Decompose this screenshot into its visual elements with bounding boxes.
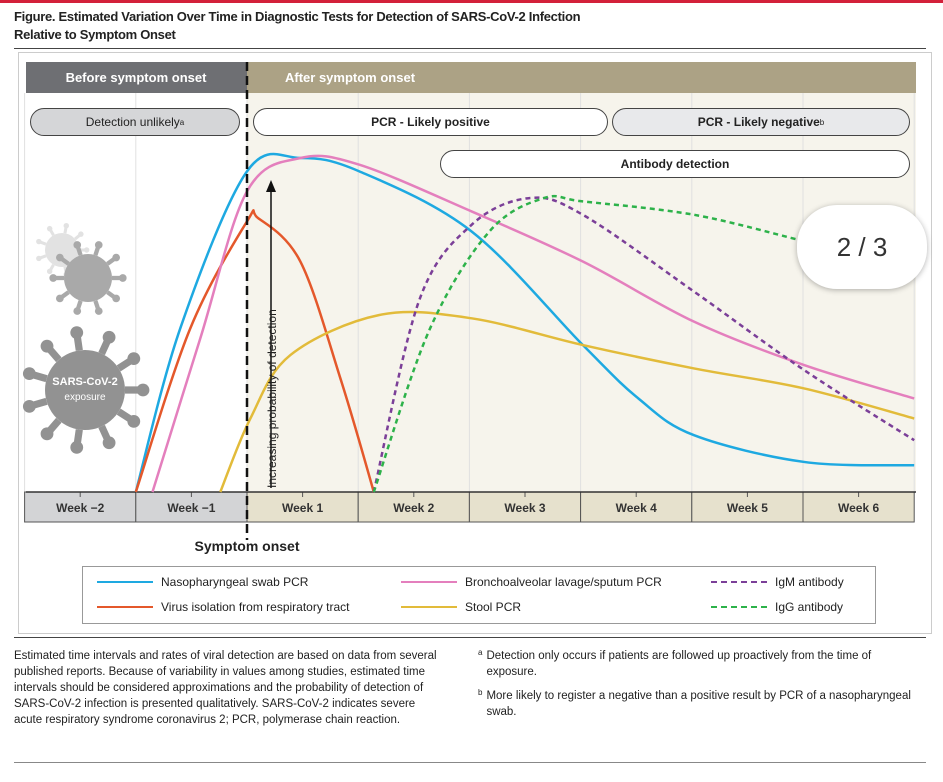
x-tick-label: Week −2	[56, 501, 104, 515]
legend-swatch	[711, 581, 767, 583]
legend-label: Nasopharyngeal swab PCR	[161, 575, 309, 589]
legend-swatch	[97, 581, 153, 583]
page-indicator[interactable]: 2 / 3	[797, 205, 927, 289]
legend-label: IgG antibody	[775, 600, 844, 614]
footnote-mark: a	[478, 648, 483, 657]
pill-label: Antibody detection	[620, 157, 730, 171]
x-tick-label: Week 6	[838, 501, 879, 515]
legend-swatch	[401, 581, 457, 583]
divider	[14, 762, 926, 763]
x-tick-label: Week −1	[167, 501, 215, 515]
top-accent-line	[0, 0, 943, 3]
chart-svg: Before symptom onset After symptom onset…	[22, 62, 916, 554]
note-main: Estimated time intervals and rates of vi…	[14, 650, 437, 726]
series-line-1	[134, 152, 915, 493]
x-tick-label: Week 1	[282, 501, 323, 515]
legend: Nasopharyngeal swab PCR Virus isolation …	[82, 566, 876, 624]
series-line-3	[151, 154, 915, 493]
legend-item: Bronchoalveolar lavage/sputum PCR	[401, 575, 662, 589]
arrow-head-icon	[266, 180, 276, 192]
virus-label-line1: SARS-CoV-2	[52, 376, 117, 388]
note-text: Detection only occurs if patients are fo…	[486, 650, 872, 678]
legend-item: Virus isolation from respiratory tract	[97, 600, 350, 614]
virus-label-line2: exposure	[64, 392, 106, 403]
legend-label: IgM antibody	[775, 575, 844, 589]
before-header-label: Before symptom onset	[66, 70, 208, 85]
x-tick-label: Week 5	[727, 501, 768, 515]
note-a: a Detection only occurs if patients are f…	[478, 648, 918, 680]
pill-pcr-likely-positive: PCR - Likely positive	[253, 108, 608, 136]
after-header	[247, 62, 916, 93]
before-header	[26, 62, 247, 93]
pill-antibody-detection: Antibody detection	[440, 150, 910, 178]
virus-medium-icon	[49, 241, 127, 315]
x-tick-label: Week 4	[616, 501, 657, 515]
legend-item: IgG antibody	[711, 600, 843, 614]
legend-swatch	[97, 606, 153, 608]
after-header-label: After symptom onset	[285, 70, 416, 85]
legend-label: Bronchoalveolar lavage/sputum PCR	[465, 575, 662, 589]
footnote-mark: b	[819, 117, 825, 127]
axis-cell	[135, 491, 248, 523]
title-line-1: Figure. Estimated Variation Over Time in…	[14, 9, 581, 24]
legend-label: Stool PCR	[465, 600, 522, 614]
series-line-4	[219, 310, 915, 493]
legend-swatch	[401, 606, 457, 608]
note-b: b More likely to register a negative than…	[478, 688, 918, 720]
divider	[14, 48, 926, 49]
divider	[14, 637, 926, 638]
footnote-mark: b	[478, 688, 483, 697]
x-tick-label: Week 2	[393, 501, 434, 515]
x-axis-label: Symptom onset	[194, 538, 299, 554]
legend-item: IgM antibody	[711, 575, 844, 589]
legend-label: Virus isolation from respiratory tract	[161, 600, 350, 614]
title-line-2: Relative to Symptom Onset	[14, 27, 176, 42]
y-axis-label: Increasing probability of detection	[265, 309, 279, 488]
virus-faded-icon	[36, 223, 90, 277]
virus-exposure-icon	[22, 326, 150, 454]
legend-swatch	[711, 606, 767, 608]
series-line-6	[372, 194, 799, 493]
footnote-mark: a	[179, 117, 185, 127]
note-text: More likely to register a negative than …	[486, 690, 911, 718]
pill-label: PCR - Likely positive	[371, 115, 490, 129]
legend-item: Stool PCR	[401, 600, 521, 614]
pill-label: Detection unlikely	[85, 115, 180, 129]
series-line-2	[134, 209, 375, 493]
figure-title: Figure. Estimated Variation Over Time in…	[14, 8, 581, 44]
page-indicator-text: 2 / 3	[836, 231, 888, 262]
pill-detection-unlikely: Detection unlikely a	[30, 108, 240, 136]
x-tick-label: Week 3	[504, 501, 545, 515]
pill-label: PCR - Likely negative	[697, 115, 820, 129]
legend-item: Nasopharyngeal swab PCR	[97, 575, 308, 589]
pill-pcr-likely-negative: PCR - Likely negative b	[612, 108, 910, 136]
series-line-5	[372, 196, 915, 493]
